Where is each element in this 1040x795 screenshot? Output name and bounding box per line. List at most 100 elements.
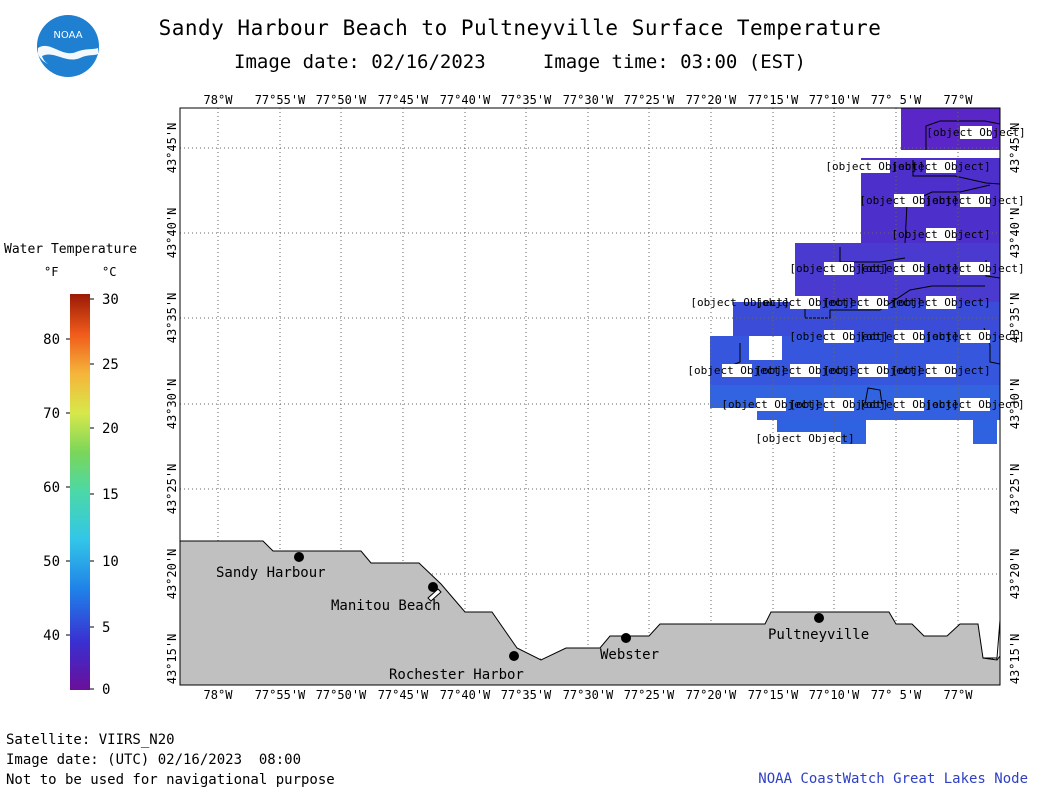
place-label-rochester-harbor: Rochester Harbor [389,667,524,683]
lon-label: 77° 5'W [871,688,922,702]
temp-label: [object Object] [891,228,990,241]
scale-tick-c: 15 [102,487,119,503]
lon-label: 77°45'W [378,688,429,702]
temp-label: [object Object] [755,432,854,445]
lon-label: 77°25'W [624,688,675,702]
temp-label: [object Object] [823,296,922,309]
temp-label: [object Object] [891,296,990,309]
lon-label: 77°50'W [316,688,367,702]
longitude-labels-top: 78°W 77°55'W 77°50'W 77°45'W 77°40'W 77°… [204,93,974,107]
place-label-manitou-beach: Manitou Beach [331,598,441,614]
lat-label: 43°25'N [1008,464,1022,515]
lat-label: 43°45'N [165,123,179,174]
lon-label: 77°W [944,688,974,702]
temp-label: [object Object] [823,364,922,377]
scale-tick-c: 25 [102,357,119,373]
noaa-logo: NOAA [37,15,99,77]
color-bar [70,294,90,690]
water-temperature-field [710,108,1000,444]
lon-label: 77°45'W [378,93,429,107]
lon-label: 77°35'W [501,93,552,107]
logo-text: NOAA [53,30,82,41]
lon-label: 77°W [944,93,974,107]
image-date: Image date: 02/16/2023 [234,51,486,73]
lat-label: 43°45'N [1008,123,1022,174]
lon-label: 77°10'W [809,93,860,107]
color-scale: 80 70 60 50 40 30 25 20 15 10 5 0 [43,292,119,698]
lat-label: 43°15'N [1008,634,1022,685]
lon-label: 77°25'W [624,93,675,107]
scale-tick-c: 0 [102,682,110,698]
place-label-sandy-harbour: Sandy Harbour [216,565,326,581]
scale-tick-f: 40 [43,628,60,644]
scale-tick-f: 60 [43,480,60,496]
temp-label: [object Object] [891,160,990,173]
temp-label: [object Object] [789,262,888,275]
image-date-utc: Image date: (UTC) 02/16/2023 08:00 [6,752,302,768]
temp-label: [object Object] [859,194,958,207]
scale-tick-f: 70 [43,406,60,422]
place-marker [509,651,519,661]
temp-label: [object Object] [755,364,854,377]
temperature-labels: [object Object] [object Object] [object … [687,126,1026,445]
temp-label: [object Object] [859,262,958,275]
lat-label: 43°20'N [165,549,179,600]
temp-label: [object Object] [926,126,1025,139]
lat-label: 43°40'N [1008,208,1022,259]
lon-label: 77°35'W [501,688,552,702]
lon-label: 77°50'W [316,93,367,107]
lat-label: 43°40'N [165,208,179,259]
lon-label: 77°10'W [809,688,860,702]
lat-label: 43°30'N [1008,379,1022,430]
lon-label: 77°30'W [563,688,614,702]
temp-label: [object Object] [755,296,854,309]
temp-label: [object Object] [690,296,789,309]
temp-label: [object Object] [721,398,820,411]
scale-tick-c: 20 [102,421,119,437]
legend-unit-celsius: °C [102,265,117,279]
place-label-webster: Webster [600,647,659,663]
lon-label: 78°W [204,688,234,702]
scale-tick-c: 5 [102,620,110,636]
lon-label: 78°W [204,93,234,107]
lon-label: 77°20'W [686,93,737,107]
temp-label: [object Object] [859,330,958,343]
lon-label: 77°15'W [748,688,799,702]
scale-tick-c: 30 [102,292,119,308]
image-time: Image time: 03:00 (EST) [542,51,806,73]
lon-label: 77°30'W [563,93,614,107]
scale-tick-f: 50 [43,554,60,570]
lon-label: 77° 5'W [871,93,922,107]
map-frame [179,107,1001,686]
temp-label: [object Object] [925,330,1024,343]
lon-label: 77°40'W [440,688,491,702]
lat-label: 43°15'N [165,634,179,685]
temp-label: [object Object] [687,364,786,377]
map-title: Sandy Harbour Beach to Pultneyville Surf… [158,16,882,40]
latitude-labels-right: 43°45'N 43°40'N 43°35'N 43°30'N 43°25'N … [1008,123,1022,685]
latitude-labels-left: 43°45'N 43°40'N 43°35'N 43°30'N 43°25'N … [165,123,179,685]
temp-label: [object Object] [925,194,1024,207]
shoreline-land [179,540,1001,686]
image-datetime: Image date: 02/16/2023 Image time: 03:00… [0,51,1040,73]
lat-label: 43°25'N [165,464,179,515]
longitude-labels-bottom: 78°W 77°55'W 77°50'W 77°45'W 77°40'W 77°… [204,688,974,702]
lat-label: 43°30'N [165,379,179,430]
lat-label: 43°35'N [165,293,179,344]
place-labels: Sandy Harbour Manitou Beach Rochester Ha… [216,565,869,683]
satellite-info: Satellite: VIIRS_N20 [6,732,175,748]
lon-label: 77°15'W [748,93,799,107]
legend-title: Water Temperature [4,242,138,257]
place-markers [294,552,824,661]
lon-label: 77°20'W [686,688,737,702]
scale-tick-c: 10 [102,554,119,570]
temp-label: [object Object] [925,398,1024,411]
lat-label: 43°35'N [1008,293,1022,344]
place-marker [294,552,304,562]
place-label-pultneyville: Pultneyville [768,627,869,643]
temp-label: [object Object] [789,398,888,411]
temp-label: [object Object] [825,160,924,173]
temp-label: [object Object] [859,398,958,411]
place-marker [621,633,631,643]
